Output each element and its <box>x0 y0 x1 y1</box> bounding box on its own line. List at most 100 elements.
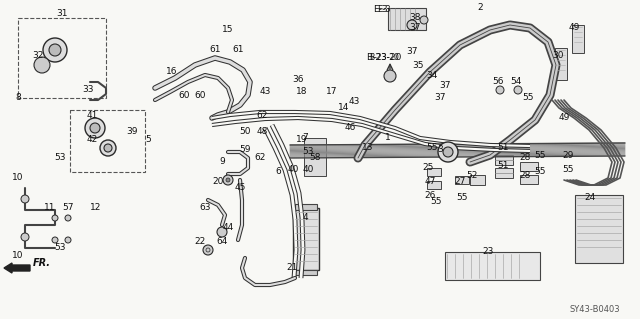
Text: 48: 48 <box>256 128 268 137</box>
Text: 53: 53 <box>54 243 66 253</box>
Text: 34: 34 <box>426 70 438 79</box>
Circle shape <box>420 16 428 24</box>
Bar <box>555 48 567 80</box>
Text: 3: 3 <box>437 145 443 154</box>
Text: 62: 62 <box>254 153 266 162</box>
Text: B-23-20: B-23-20 <box>369 54 399 63</box>
Text: 47: 47 <box>424 177 436 187</box>
Bar <box>520 162 538 171</box>
Text: 11: 11 <box>44 204 56 212</box>
Text: 37: 37 <box>439 80 451 90</box>
Text: 53: 53 <box>302 147 314 157</box>
Text: 10: 10 <box>12 250 24 259</box>
Text: E-3: E-3 <box>372 5 387 14</box>
Text: 55: 55 <box>522 93 534 102</box>
Text: 9: 9 <box>219 158 225 167</box>
Text: 12: 12 <box>90 204 102 212</box>
Text: 61: 61 <box>232 46 244 55</box>
Circle shape <box>21 233 29 241</box>
Text: 33: 33 <box>83 85 93 94</box>
Circle shape <box>443 147 453 157</box>
Text: 45: 45 <box>234 183 246 192</box>
Circle shape <box>514 86 522 94</box>
Text: E-3: E-3 <box>377 5 391 14</box>
Circle shape <box>223 175 233 185</box>
Text: 55: 55 <box>563 166 573 174</box>
Circle shape <box>52 215 58 221</box>
Bar <box>572 25 584 53</box>
Text: 13: 13 <box>362 144 374 152</box>
Text: 29: 29 <box>563 151 573 160</box>
FancyArrow shape <box>4 263 30 273</box>
Circle shape <box>384 70 396 82</box>
Text: 32: 32 <box>32 50 44 60</box>
Circle shape <box>21 195 29 203</box>
Text: 61: 61 <box>209 46 221 55</box>
Circle shape <box>407 20 417 30</box>
Bar <box>293 208 319 270</box>
Circle shape <box>438 142 458 162</box>
Bar <box>388 8 426 30</box>
Circle shape <box>34 57 50 73</box>
Circle shape <box>217 227 227 237</box>
Text: 51: 51 <box>497 144 509 152</box>
Circle shape <box>90 123 100 133</box>
Text: 43: 43 <box>259 87 271 97</box>
Text: 56: 56 <box>492 78 504 86</box>
Text: FR.: FR. <box>33 258 51 268</box>
Circle shape <box>52 237 58 243</box>
Circle shape <box>65 237 71 243</box>
Circle shape <box>100 140 116 156</box>
Text: 55: 55 <box>430 197 442 206</box>
Text: 50: 50 <box>239 128 251 137</box>
Bar <box>304 138 326 176</box>
Text: 21: 21 <box>286 263 298 272</box>
Text: 59: 59 <box>239 145 251 154</box>
Text: 6: 6 <box>275 167 281 176</box>
Text: 7: 7 <box>302 133 308 143</box>
Text: 28: 28 <box>519 170 531 180</box>
Text: 38: 38 <box>409 13 420 23</box>
Text: 35: 35 <box>412 61 424 70</box>
Text: 27: 27 <box>454 177 466 187</box>
Bar <box>575 195 623 263</box>
Text: B-23-20: B-23-20 <box>366 54 402 63</box>
Text: 46: 46 <box>344 123 356 132</box>
Text: 5: 5 <box>145 136 151 145</box>
Text: 23: 23 <box>483 248 493 256</box>
Bar <box>70 110 145 172</box>
Text: 31: 31 <box>56 10 68 19</box>
Text: 42: 42 <box>86 136 98 145</box>
Text: 63: 63 <box>199 204 211 212</box>
Text: 37: 37 <box>406 48 418 56</box>
Bar <box>445 252 540 280</box>
Text: 49: 49 <box>568 24 580 33</box>
Bar <box>427 168 441 176</box>
Text: 52: 52 <box>467 170 477 180</box>
Bar <box>455 176 469 184</box>
Text: 55: 55 <box>426 144 438 152</box>
Text: 28: 28 <box>519 153 531 162</box>
Text: 55: 55 <box>534 167 546 176</box>
Text: 14: 14 <box>339 103 349 113</box>
Bar <box>295 270 317 275</box>
Text: 57: 57 <box>62 204 74 212</box>
Bar <box>295 204 317 210</box>
Text: 36: 36 <box>292 76 304 85</box>
Text: SY43-B0403: SY43-B0403 <box>570 306 620 315</box>
Text: 20: 20 <box>212 177 224 187</box>
Circle shape <box>104 144 112 152</box>
Bar <box>18 18 106 98</box>
Text: 40: 40 <box>302 166 314 174</box>
Text: 49: 49 <box>558 114 570 122</box>
Text: 18: 18 <box>296 87 308 97</box>
Text: 51: 51 <box>497 160 509 169</box>
Text: 58: 58 <box>309 153 321 162</box>
Circle shape <box>65 215 71 221</box>
Circle shape <box>203 245 213 255</box>
Text: 40: 40 <box>287 166 299 174</box>
Text: 22: 22 <box>195 238 205 247</box>
Text: 10: 10 <box>12 174 24 182</box>
Circle shape <box>226 178 230 182</box>
Text: 30: 30 <box>552 50 564 60</box>
